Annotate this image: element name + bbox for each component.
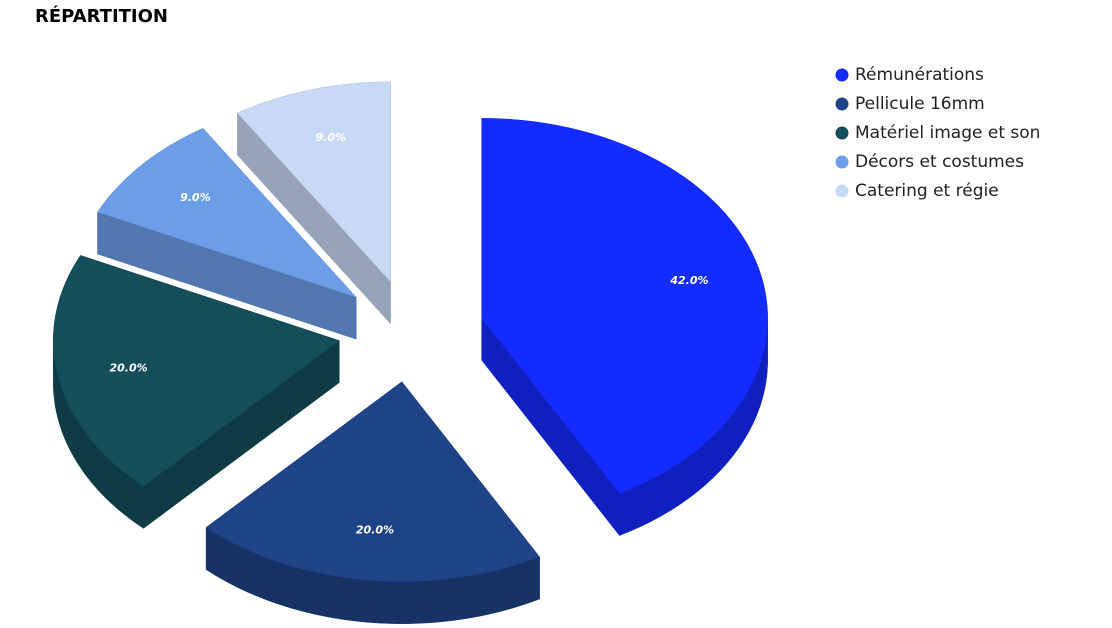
legend-marker <box>835 97 849 111</box>
legend-label: Pellicule 16mm <box>855 94 985 114</box>
legend-label: Décors et costumes <box>855 152 1024 172</box>
slice <box>206 381 540 582</box>
value-label: 9.0% <box>316 131 347 144</box>
legend-marker <box>835 155 849 169</box>
slice <box>481 118 768 494</box>
slice <box>97 128 357 298</box>
slice <box>53 255 340 487</box>
slice <box>237 81 391 282</box>
value-label: 20.0% <box>110 362 148 375</box>
value-label: 20.0% <box>356 524 394 537</box>
chart-title: RÉPARTITION <box>35 5 168 27</box>
legend-marker <box>835 68 849 82</box>
legend-label: Matériel image et son <box>855 123 1040 143</box>
legend-marker <box>835 184 849 198</box>
value-label: 9.0% <box>180 191 211 204</box>
value-label: 42.0% <box>669 274 708 287</box>
legend-marker <box>835 126 849 140</box>
legend-label: Rémunérations <box>855 65 984 85</box>
legend-label: Catering et régie <box>855 181 999 201</box>
